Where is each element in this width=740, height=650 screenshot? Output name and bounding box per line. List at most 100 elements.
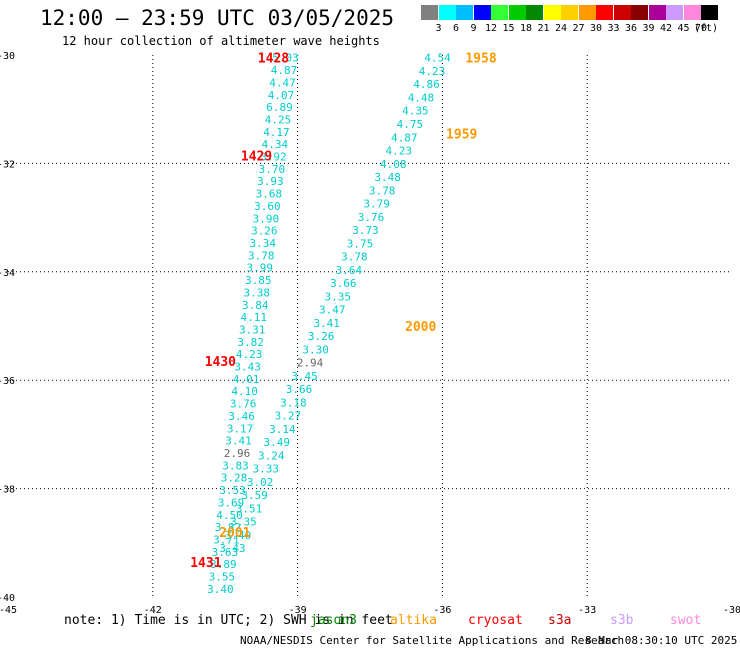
page-title: 12:00 – 23:59 UTC 03/05/2025 — [40, 6, 395, 30]
wave-height-value: 4.48 — [408, 91, 435, 104]
satellite-label-swot: swot — [670, 613, 702, 628]
legend-swatch — [613, 5, 631, 20]
legend-swatch — [578, 5, 596, 20]
legend-swatch — [631, 5, 648, 20]
lat-tick-label: -36 — [0, 376, 15, 387]
wave-height-value: 2.96 — [224, 447, 251, 460]
wave-height-value: 3.69 — [218, 496, 245, 509]
satellite-label-s3b: s3b — [610, 613, 634, 628]
wave-height-value: 4.50 — [216, 509, 243, 522]
generation-timestamp: 8 Mar 08:30:10 UTC 2025 — [585, 634, 738, 647]
wave-height-value: 3.24 — [258, 449, 285, 462]
wave-height-value: 4.35 — [402, 105, 429, 118]
wave-height-value: 3.66 — [286, 383, 313, 396]
wave-height-value: 3.59 — [241, 489, 268, 502]
wave-height-value: 3.34 — [250, 237, 277, 250]
wave-height-value: 3.46 — [228, 410, 255, 423]
legend-label: 45 — [677, 23, 690, 34]
wave-height-value: 3.73 — [352, 224, 379, 237]
pass-time-label: 2000 — [405, 320, 436, 335]
legend-label: 24 — [554, 23, 568, 34]
legend-swatch — [683, 5, 701, 20]
pass-time-label: 1959 — [446, 128, 477, 143]
wave-height-value: 3.38 — [243, 286, 270, 299]
wave-height-value: 3.14 — [269, 423, 296, 436]
wave-height-value: 3.02 — [247, 476, 274, 489]
lon-tick-label: -45 — [0, 605, 17, 616]
legend-label: 30 — [589, 23, 603, 34]
wave-height-value: 3.66 — [330, 277, 357, 290]
satellite-label-cryosat: cryosat — [468, 613, 523, 628]
wave-height-value: 3.64 — [336, 264, 363, 277]
wave-height-value: 3.79 — [363, 198, 390, 211]
legend-label: 42 — [659, 23, 673, 34]
legend-swatch — [596, 5, 613, 20]
legend-label: 39 — [642, 23, 655, 34]
pass-time-label: 1431 — [190, 556, 221, 571]
lat-tick-label: -38 — [0, 485, 15, 496]
wave-height-value: 3.76 — [358, 211, 385, 224]
wave-height-value: 3.93 — [257, 175, 284, 188]
wave-height-value: 3.43 — [234, 361, 261, 374]
wave-height-value: 3.53 — [219, 484, 246, 497]
wave-height-value: 3.78 — [369, 184, 396, 197]
wave-height-value: 3.68 — [256, 188, 283, 201]
lat-tick-label: -30 — [0, 51, 15, 62]
wave-height-value: 4.23 — [236, 348, 263, 361]
wave-height-value: 4.08 — [380, 158, 407, 171]
wave-height-value: 4.87 — [271, 64, 298, 77]
legend-swatch — [526, 5, 543, 20]
wave-height-value: 4.25 — [265, 113, 292, 126]
legend-label: 36 — [624, 23, 638, 34]
wave-height-value: 4.23 — [419, 65, 446, 78]
legend-label: 9 — [470, 23, 477, 34]
wave-height-value: 3.47 — [319, 304, 346, 317]
legend-label: 70 — [694, 23, 708, 34]
wave-height-value: 3.17 — [227, 422, 254, 435]
wave-height-value: 3.43 — [219, 542, 246, 555]
wave-height-value: 3.71 — [213, 533, 240, 546]
lat-tick-label: -34 — [0, 268, 15, 279]
wave-height-value: 3.76 — [230, 398, 257, 411]
wave-height-value: 3.28 — [221, 472, 248, 485]
wave-height-value: 2.94 — [297, 357, 324, 370]
legend-swatch — [421, 5, 438, 20]
pass-time-label: 1429 — [241, 149, 272, 164]
wave-height-value: 4.23 — [386, 145, 413, 158]
wave-height-value: 4.17 — [263, 126, 290, 139]
legend-label: 18 — [519, 23, 533, 34]
wave-height-value: 4.07 — [268, 89, 295, 102]
wave-height-value: 3.41 — [313, 317, 340, 330]
satellite-label-s3a: s3a — [548, 613, 572, 628]
lat-tick-label: -32 — [0, 159, 15, 170]
wave-height-value: 4.87 — [391, 131, 418, 144]
wave-height-value: 3.26 — [308, 330, 335, 343]
wave-height-value: 4.34 — [262, 138, 289, 151]
wave-height-value: 4.75 — [397, 118, 424, 131]
wave-height-value: 4.11 — [240, 311, 267, 324]
wave-height-value: 3.78 — [248, 249, 275, 262]
wave-height-value: 3.51 — [236, 502, 263, 515]
legend-label: 21 — [537, 23, 550, 34]
wave-height-value: 4.10 — [231, 385, 258, 398]
wave-height-value: 3.49 — [264, 436, 291, 449]
credit-line: NOAA/NESDIS Center for Satellite Applica… — [240, 634, 625, 647]
pass-time-label: 1428 — [258, 52, 289, 67]
wave-height-value: 3.33 — [252, 463, 279, 476]
lon-tick-label: -36 — [433, 605, 451, 616]
legend-swatch — [666, 5, 683, 20]
wave-height-value: 3.85 — [245, 274, 272, 287]
pass-time-label: 2001 — [219, 526, 250, 541]
wave-height-value: 3.31 — [239, 323, 266, 336]
legend-label: 6 — [452, 23, 460, 34]
wave-height-value: 3.41 — [225, 435, 252, 448]
lon-tick-label: -30 — [723, 605, 740, 616]
legend-label: 12 — [484, 23, 498, 34]
legend-swatch — [508, 5, 526, 20]
legend-swatch — [456, 5, 473, 20]
wave-height-value: 3.45 — [291, 370, 318, 383]
wave-height-value: 4.54 — [424, 52, 451, 65]
wave-height-value: 4.86 — [413, 78, 440, 91]
lon-tick-label: -42 — [144, 605, 162, 616]
wave-height-value: 3.82 — [237, 336, 264, 349]
